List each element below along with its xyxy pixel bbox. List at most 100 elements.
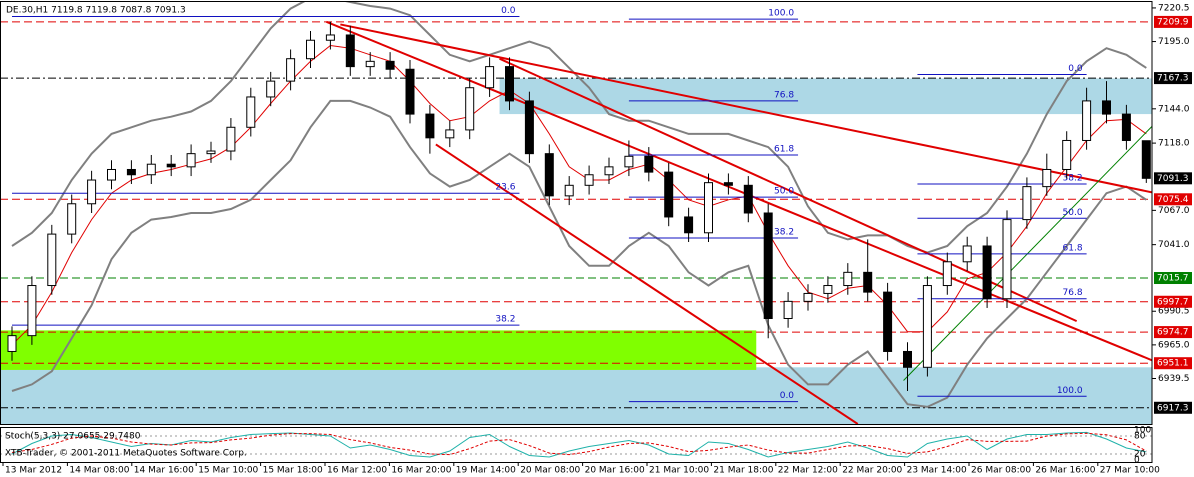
candle-body [604,166,614,176]
trendline [903,125,1152,381]
band-upper [11,2,1147,254]
candle-body [306,39,315,60]
level-label: 6974.7 [1157,328,1189,338]
price-frame [0,1,1153,425]
title-box [3,3,181,16]
y-tick-label: 0 [1134,456,1140,466]
candle-body [863,271,873,293]
candle-body [1102,100,1111,115]
candle-body [1141,140,1151,179]
candle-body [922,285,932,368]
candle-body [982,245,992,300]
y-tick-label: 20 [1134,450,1146,460]
x-tick-label: 22 Mar 12:00 [778,466,838,476]
trendline [326,20,1152,362]
chart-title: DE.30,H1 7119.8 7119.8 7087.8 7091.3 [6,6,186,16]
y-tick-label: 6990.5 [1158,307,1190,317]
candle-body [564,184,574,197]
candle-body [67,203,77,235]
x-tick-label: 13 Mar 2012 [5,466,62,476]
x-tick-label: 15 Mar 10:00 [198,466,258,476]
trendline [435,143,859,424]
candle-body [166,163,176,168]
stoch-frame [0,427,1153,463]
x-tick-label: 20 Mar 08:00 [520,466,580,476]
y-tick-label: 7144.0 [1158,104,1190,114]
candle-body [505,66,514,102]
level-label: 6997.7 [1157,297,1189,307]
candle-body [544,153,554,197]
fib-label: 0.0 [780,391,795,401]
y-tick-label: 80 [1134,432,1146,442]
fib-label: 100.0 [768,9,794,19]
x-tick-label: 21 Mar 10:00 [649,466,709,476]
fib-label: 38.2 [1063,173,1083,183]
x-tick-label: 21 Mar 18:00 [713,466,773,476]
candle-body [962,245,972,263]
candle-body [883,291,893,352]
x-tick-label: 14 Mar 16:00 [134,466,194,476]
x-tick-label: 23 Mar 14:00 [907,466,967,476]
x-tick-label: 26 Mar 08:00 [971,466,1031,476]
candle-body [107,168,116,181]
y-tick-label: 6965.0 [1158,340,1190,350]
x-tick-label: 15 Mar 18:00 [263,466,323,476]
candle-body [664,171,674,218]
fib-label: 0.0 [501,6,516,16]
stochastic-panel [0,431,1152,458]
candle-body [405,68,415,115]
candle-body [684,216,694,234]
x-tick-label: 16 Mar 20:00 [391,466,451,476]
y-tick-label: 7041.0 [1158,240,1190,250]
candle-body [524,100,534,155]
trendline [499,57,1078,323]
fib-label: 50.0 [1063,208,1083,218]
stoch-line [11,431,1147,458]
x-tick-label: 20 Mar 16:00 [585,466,645,476]
candle-body [1002,219,1012,300]
candle-body [823,285,833,294]
candle-body [47,233,57,287]
x-tick-label: 14 Mar 08:00 [69,466,129,476]
moving-average [11,44,1147,346]
fib-label: 100.0 [1057,386,1083,396]
candle-body [445,129,455,139]
level-box [1154,401,1192,414]
candle-body [903,350,912,368]
x-tick-label: 22 Mar 20:00 [842,466,902,476]
level-box [1154,295,1192,308]
zone [0,330,757,370]
level-label: 7091.3 [1157,174,1189,184]
fib-label: 61.8 [774,144,794,154]
level-label: 7015.7 [1157,274,1189,284]
fib-label: 0.0 [1068,64,1083,74]
fib-label: 50.0 [774,187,794,197]
candle-body [365,60,375,68]
candle-body [942,261,952,287]
level-label: 7075.4 [1157,195,1189,205]
candle-body [146,163,156,176]
candle-body [465,87,475,131]
y-tick-label: 6939.5 [1158,374,1190,384]
candle-body [704,182,713,234]
candle-body [1042,168,1052,188]
fib-label: 61.8 [1063,243,1083,253]
candle-body [186,153,196,168]
candle-body [803,292,813,302]
candle-body [723,182,733,186]
candle-body [584,174,594,186]
candle-body [206,150,216,155]
candle-body [425,113,435,139]
level-label: 7209.9 [1157,17,1189,27]
candle-body [345,34,355,68]
candle-body [763,212,773,319]
candle-body [485,66,495,89]
trendline [340,23,1152,194]
candle-body [266,80,276,98]
fib-label: 38.2 [495,315,515,325]
candle-body [226,126,236,152]
candle-body [1121,113,1131,141]
candle-body [644,155,654,173]
candle-body [246,96,256,128]
